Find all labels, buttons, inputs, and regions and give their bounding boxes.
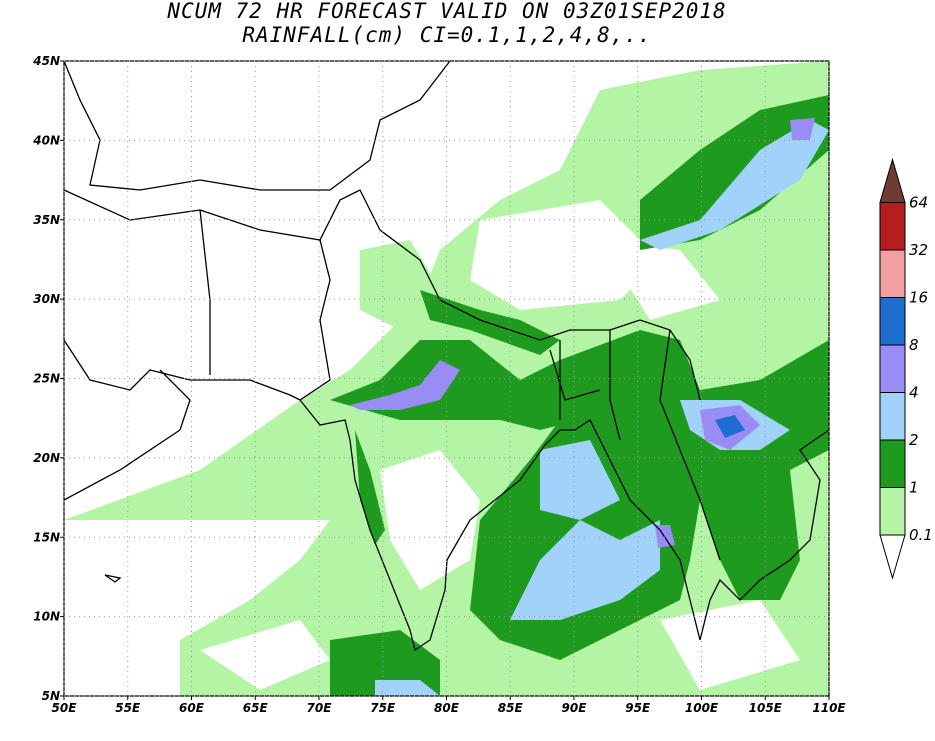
lon-label: 75E	[370, 701, 396, 715]
lon-label: 50E	[52, 701, 78, 715]
lon-label: 65E	[243, 701, 269, 715]
rain-field	[64, 61, 829, 696]
colorbar-triangle	[879, 157, 906, 203]
coastlines	[64, 61, 829, 652]
title-line: NCUM 72 HR FORECAST VALID ON 03Z01SEP201…	[166, 0, 726, 23]
lon-label: 100E	[685, 701, 719, 715]
colorbar-box	[879, 249, 906, 298]
colorbar-label: 4	[909, 384, 919, 402]
colorbar-box	[879, 487, 906, 536]
lon-label: 110E	[812, 701, 846, 715]
lat-label: 35N	[33, 213, 60, 227]
colorbar-label: 8	[909, 336, 919, 354]
colorbar-box	[879, 392, 906, 441]
colorbar: 0.1 1 2 4 8 16 32 64	[879, 157, 933, 580]
title-line: RAINFALL(cm) CI=0.1,1,2,4,8,..	[242, 23, 651, 47]
lon-label: 85E	[498, 701, 524, 715]
lon-label: 70E	[307, 701, 333, 715]
colorbar-label: 32	[909, 241, 928, 259]
lon-label: 105E	[749, 701, 783, 715]
lat-label: 15N	[33, 530, 60, 544]
lat-label: 45N	[32, 54, 60, 68]
lon-label: 90E	[562, 701, 588, 715]
colorbar-label: 1	[909, 479, 919, 497]
colorbar-triangle	[879, 534, 906, 580]
colorbar-box	[879, 297, 906, 346]
colorbar-box	[879, 439, 906, 488]
colorbar-box	[879, 344, 906, 393]
colorbar-box	[879, 202, 906, 251]
lat-label: 25N	[33, 372, 60, 386]
colorbar-label: 0.1	[909, 526, 933, 544]
colorbar-label: 64	[909, 194, 928, 212]
lat-label: 10N	[33, 610, 60, 624]
lon-label: 60E	[179, 701, 205, 715]
lon-label: 95E	[625, 701, 651, 715]
colorbar-label: 16	[909, 289, 928, 307]
lat-label: 40N	[32, 133, 60, 147]
lat-label: 30N	[33, 292, 60, 306]
lon-label: 55E	[115, 701, 141, 715]
colorbar-label: 2	[909, 431, 919, 449]
lat-label: 20N	[33, 451, 60, 465]
lon-label: 80E	[434, 701, 460, 715]
lat-label: 5N	[42, 689, 60, 703]
